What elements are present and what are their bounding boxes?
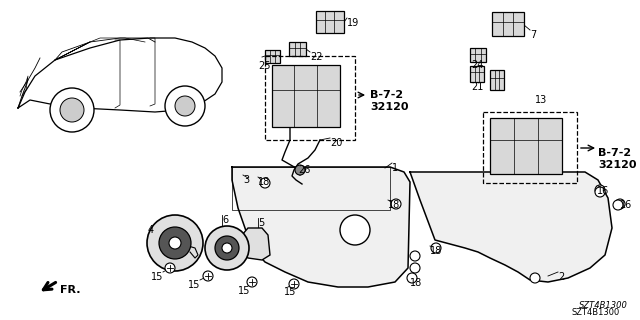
Bar: [265, 50, 280, 63]
Circle shape: [205, 226, 249, 270]
Bar: [289, 42, 306, 56]
Text: 22: 22: [310, 52, 323, 62]
Text: 5: 5: [258, 218, 264, 228]
Circle shape: [295, 165, 305, 175]
Circle shape: [215, 236, 239, 260]
Circle shape: [247, 277, 257, 287]
Text: 15: 15: [150, 272, 163, 282]
Circle shape: [340, 215, 370, 245]
Circle shape: [613, 200, 623, 210]
Text: 25: 25: [259, 61, 271, 71]
Circle shape: [222, 243, 232, 253]
Text: 16: 16: [620, 200, 632, 210]
Bar: [490, 118, 562, 174]
Text: SZT4B1300: SZT4B1300: [579, 301, 628, 310]
Text: 18: 18: [430, 246, 442, 256]
Circle shape: [407, 273, 417, 283]
Text: 24: 24: [472, 60, 484, 70]
Circle shape: [60, 98, 84, 122]
Bar: [316, 11, 344, 33]
Bar: [470, 66, 484, 82]
Circle shape: [530, 273, 540, 283]
Text: 4: 4: [148, 225, 154, 235]
Circle shape: [289, 279, 299, 289]
Circle shape: [391, 199, 401, 209]
Text: 2: 2: [558, 272, 564, 282]
Circle shape: [169, 237, 181, 249]
Bar: [483, 112, 577, 183]
Text: B-7-2
32120: B-7-2 32120: [370, 90, 408, 112]
Circle shape: [147, 215, 203, 271]
Text: 16: 16: [597, 186, 609, 196]
Circle shape: [165, 263, 175, 273]
Circle shape: [159, 227, 191, 259]
Polygon shape: [232, 167, 410, 287]
Text: B-7-2
32120: B-7-2 32120: [598, 148, 637, 170]
Text: 18: 18: [410, 278, 422, 288]
Text: 7: 7: [530, 30, 536, 40]
Bar: [470, 48, 486, 62]
Bar: [272, 65, 340, 127]
Circle shape: [260, 178, 270, 188]
Text: 15: 15: [237, 286, 250, 296]
Text: 6: 6: [222, 215, 228, 225]
Bar: [265, 56, 355, 140]
Circle shape: [410, 251, 420, 261]
Text: 3: 3: [243, 175, 249, 185]
Circle shape: [165, 86, 205, 126]
Polygon shape: [242, 228, 270, 260]
Text: FR.: FR.: [60, 285, 81, 295]
Circle shape: [431, 243, 441, 253]
Circle shape: [410, 263, 420, 273]
Circle shape: [175, 96, 195, 116]
Text: 1: 1: [392, 163, 398, 173]
Bar: [490, 70, 504, 90]
Text: 15: 15: [188, 280, 200, 290]
Text: 26: 26: [298, 165, 310, 175]
Text: 21: 21: [472, 82, 484, 92]
Text: 19: 19: [347, 18, 359, 28]
Text: SZT4B1300: SZT4B1300: [572, 308, 620, 317]
Text: 15: 15: [284, 287, 296, 297]
Circle shape: [203, 271, 213, 281]
Text: 13: 13: [535, 95, 547, 105]
Bar: [492, 12, 524, 36]
Text: 18: 18: [388, 200, 400, 210]
Circle shape: [615, 199, 625, 209]
Text: 18: 18: [258, 177, 270, 187]
Circle shape: [595, 187, 605, 197]
Text: 20: 20: [330, 138, 342, 148]
Circle shape: [50, 88, 94, 132]
Circle shape: [595, 185, 605, 195]
Polygon shape: [410, 172, 612, 282]
